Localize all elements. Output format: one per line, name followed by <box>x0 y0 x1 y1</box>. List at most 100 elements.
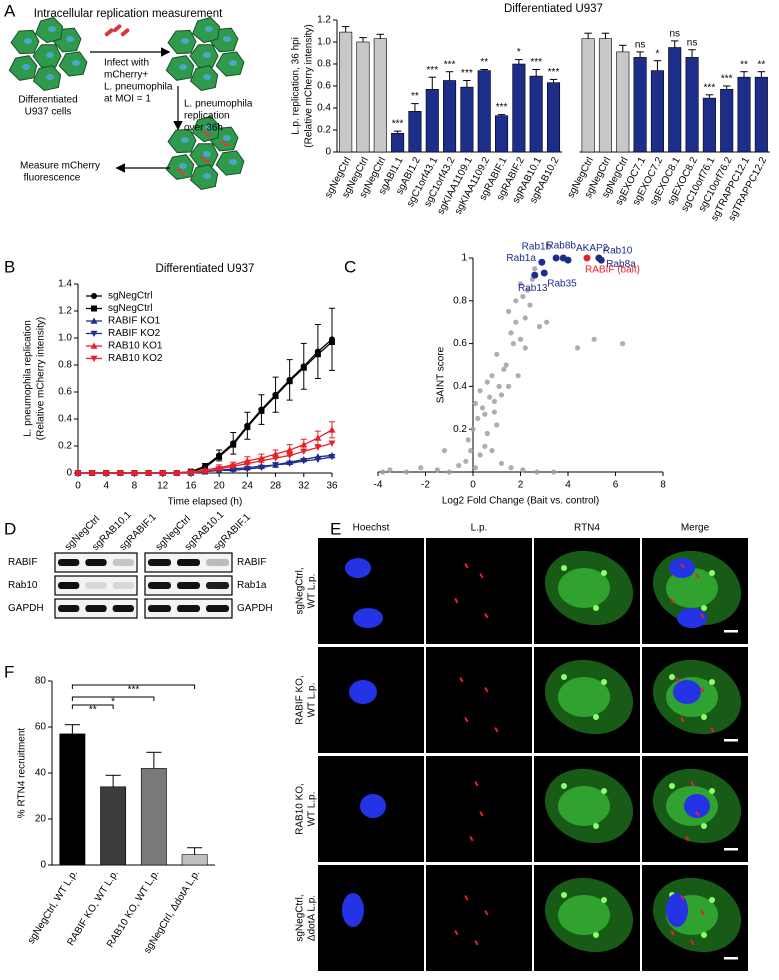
bacterium <box>675 677 680 683</box>
nucleus <box>66 36 74 42</box>
micrograph <box>426 647 532 753</box>
bar <box>100 786 127 866</box>
bar <box>181 854 208 866</box>
point <box>477 452 483 458</box>
marker <box>257 458 265 465</box>
marker <box>272 393 279 400</box>
row-label: sgNegCtrl, <box>295 567 306 614</box>
point <box>513 319 519 325</box>
nucleus <box>203 74 211 80</box>
point <box>534 469 540 475</box>
marker <box>102 470 110 477</box>
bacterium <box>464 716 469 723</box>
significance-label: *** <box>530 57 542 68</box>
x-tick-label: 8 <box>660 480 666 491</box>
blot-band <box>58 559 80 566</box>
y-tick-label: 1.2 <box>317 15 331 26</box>
point <box>472 465 478 471</box>
point <box>484 379 490 385</box>
marker <box>300 441 308 448</box>
significance-label: *** <box>721 74 733 85</box>
x-tick-label: 28 <box>270 481 282 492</box>
marker <box>286 452 294 459</box>
micrograph <box>318 538 424 644</box>
bar <box>650 70 664 153</box>
point <box>434 467 440 473</box>
blot-band <box>206 582 229 589</box>
chart-title: Differentiated U937 <box>156 263 255 275</box>
marker <box>286 460 294 468</box>
marker <box>130 470 138 477</box>
nucleus <box>223 36 231 42</box>
row-label: Rab10 <box>8 580 38 591</box>
x-tick-label: -2 <box>421 480 430 491</box>
blot-band <box>206 605 229 612</box>
y-tick-label: 0 <box>40 860 46 871</box>
bacterium-icon <box>120 28 130 37</box>
legend-marker <box>91 305 97 312</box>
y-axis-label: (Relative mCherry intensity) <box>36 317 47 440</box>
marker <box>257 464 265 472</box>
rtn4-spot <box>561 674 567 680</box>
nucleus <box>666 893 688 927</box>
bar <box>633 57 647 153</box>
x-tick-label: 6 <box>613 480 619 491</box>
bacterium <box>670 930 675 936</box>
point <box>387 467 393 473</box>
rtn4-spot <box>593 823 599 829</box>
significance-label: *** <box>392 119 404 130</box>
point <box>597 256 605 264</box>
bacterium <box>494 727 499 733</box>
blot-band <box>177 559 200 566</box>
blot-band <box>85 582 107 589</box>
marker <box>314 351 321 358</box>
nucleus <box>24 38 32 44</box>
legend-marker <box>90 355 98 362</box>
schematic-label: Infect with <box>104 58 149 69</box>
y-tick-label: 40 <box>35 768 47 779</box>
point <box>551 469 557 475</box>
bar <box>616 51 630 153</box>
bar <box>512 63 526 153</box>
x-tick-label: 8 <box>132 481 138 492</box>
point <box>620 341 626 347</box>
y-axis-label: SAINT score <box>436 346 447 403</box>
legend-label: RABIF KO1 <box>108 316 161 327</box>
point <box>484 430 490 437</box>
significance-label: *** <box>426 65 438 76</box>
y-tick-label: 0.2 <box>58 441 72 452</box>
significance-label: ns <box>669 29 680 40</box>
bacterium <box>690 780 695 787</box>
bar <box>702 97 716 153</box>
point <box>506 308 512 315</box>
point <box>520 467 526 473</box>
bacterium <box>200 157 206 159</box>
x-axis-label: Time elapsed (h) <box>168 497 243 508</box>
point <box>583 254 591 262</box>
nucleus <box>205 125 213 131</box>
panel-letter: A <box>4 1 16 20</box>
point <box>465 437 471 443</box>
significance-label: ** <box>480 57 488 68</box>
bacterium <box>685 836 690 842</box>
nucleus <box>353 608 383 628</box>
bar <box>391 133 405 153</box>
rtn4-spot <box>561 565 567 571</box>
nucleus <box>179 163 187 169</box>
marker <box>314 434 322 441</box>
marker <box>215 466 223 473</box>
x-tick-label: 36 <box>326 481 338 492</box>
row-label: sgNegCtrl, <box>295 894 306 941</box>
marker <box>300 458 308 465</box>
point <box>491 409 497 415</box>
y-tick-label: 0.4 <box>317 103 331 114</box>
marker <box>173 470 181 477</box>
rtn4-spot <box>593 714 599 720</box>
x-tick-label: 16 <box>185 481 197 492</box>
micrograph <box>426 538 532 644</box>
y-tick-label: 80 <box>35 676 47 687</box>
y-tick-label: 0 <box>66 468 72 479</box>
bar <box>460 86 474 153</box>
nucleus <box>203 151 211 157</box>
point <box>479 405 486 411</box>
